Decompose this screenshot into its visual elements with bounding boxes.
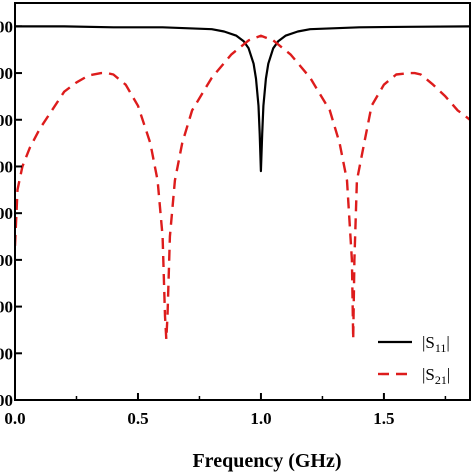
x-tick-label: 0.0: [4, 409, 25, 428]
y-tick-label: 00: [0, 344, 13, 363]
series-line-s21: [15, 34, 470, 341]
plot-frame: [14, 2, 471, 401]
y-tick-label: 00: [0, 251, 13, 270]
series-line-s11: [15, 25, 470, 173]
x-tick-label: 1.0: [250, 409, 271, 428]
legend-label: |S21|: [422, 365, 450, 387]
y-tick-label: 00: [0, 111, 13, 130]
y-tick-label: 00: [0, 298, 13, 317]
y-tick-label: 00: [0, 17, 13, 36]
legend-label: |S11|: [422, 333, 450, 355]
plot-area: [15, 3, 470, 400]
y-tick-label: 00: [0, 391, 13, 410]
y-tick-label: 00: [0, 157, 13, 176]
y-tick-label: 00: [0, 64, 13, 83]
y-tick-label: 00: [0, 204, 13, 223]
legend: |S11| |S21|: [378, 333, 450, 387]
x-tick-label: 0.5: [127, 409, 148, 428]
x-axis-title: Frequency (GHz): [192, 450, 341, 472]
x-tick-label: 1.5: [373, 409, 394, 428]
